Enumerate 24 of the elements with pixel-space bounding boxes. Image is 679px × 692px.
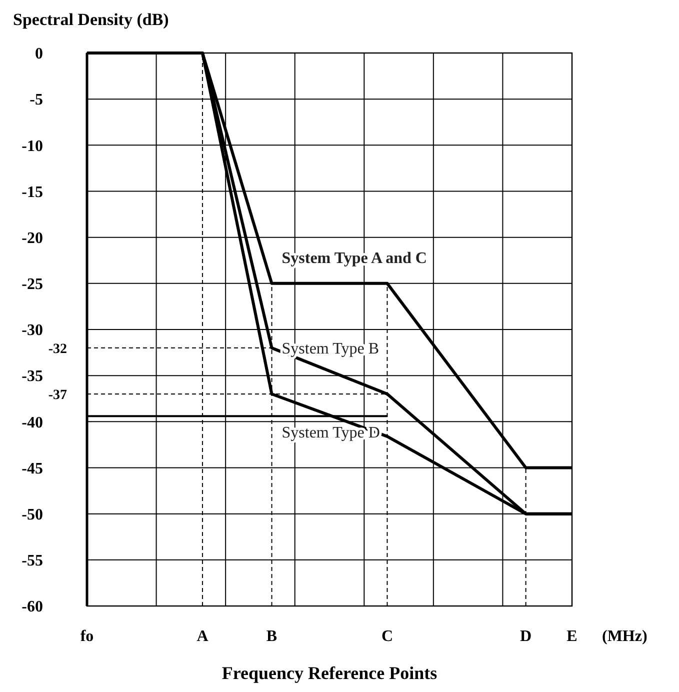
ref-line-label: -32	[48, 342, 67, 357]
y-tick-label: -55	[22, 552, 43, 570]
y-tick-label: -30	[22, 322, 43, 340]
y-axis-title: Spectral Density (dB)	[13, 10, 169, 29]
y-tick-label: -50	[22, 506, 43, 524]
y-tick-label: -10	[22, 138, 43, 155]
y-tick-label: -60	[22, 598, 43, 616]
y-tick-label: -20	[22, 230, 43, 247]
x-tick-label: D	[520, 628, 532, 645]
x-tick-label: B	[266, 628, 278, 645]
y-tick-label: -15	[22, 184, 43, 201]
x-axis-title: Frequency Reference Points	[222, 663, 438, 683]
x-tick-label: C	[381, 628, 394, 645]
y-tick-label: 0	[35, 46, 43, 63]
ref-line-label: -37	[48, 388, 67, 403]
y-tick-label: -25	[22, 276, 43, 294]
y-tick-label: -5	[30, 92, 43, 109]
y-tick-label: -45	[22, 460, 43, 478]
x-tick-label: fo	[80, 628, 94, 645]
text: (MHz)	[602, 628, 648, 645]
x-tick-label: A	[196, 628, 209, 645]
y-tick-label: -35	[22, 368, 43, 386]
y-tick-label: -40	[22, 414, 43, 432]
x-tick-label: E	[566, 628, 578, 645]
